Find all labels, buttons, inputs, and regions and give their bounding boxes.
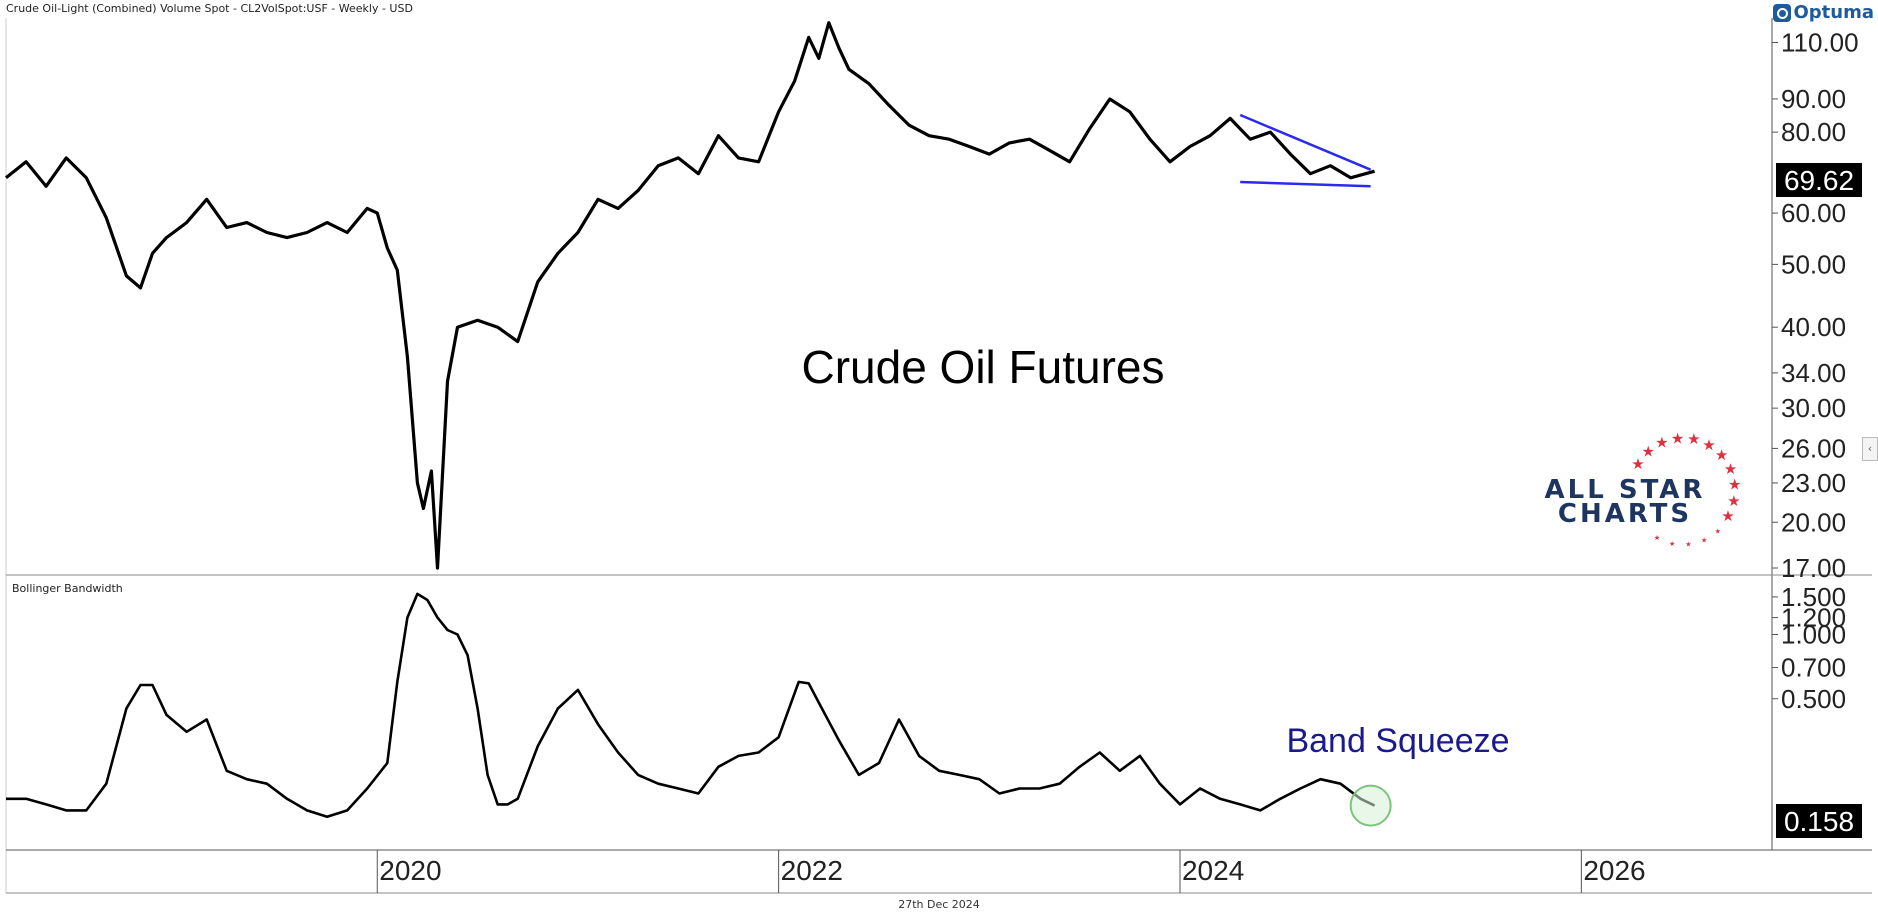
bandwidth-last-value-text: 0.158 [1784,806,1854,837]
price-last-value-badge: 69.62 [1776,163,1862,197]
watermark-star: ★ [1685,541,1691,549]
triangle-trendlines [1239,113,1372,188]
bandwidth-y-tick-label: 1.200 [1781,603,1846,633]
watermark-star: ★ [1701,537,1707,545]
bandwidth-last-value-bg [1776,804,1862,838]
watermark-star: ★ [1669,540,1675,548]
footer-date: 27th Dec 2024 [898,898,980,911]
price-y-tick-label: 50.00 [1781,249,1846,279]
price-last-value-text: 69.62 [1784,165,1854,196]
watermark-star: ★ [1721,508,1734,525]
price-y-tick-label: 26.00 [1781,433,1846,463]
price-y-tick-label: 23.00 [1781,468,1846,498]
price-y-tick-label: 60.00 [1781,198,1846,228]
price-y-tick-label: 90.00 [1781,84,1846,114]
bandwidth-y-tick-label: 0.500 [1781,684,1846,714]
x-tick-label: 2020 [379,855,441,886]
collapse-panel-icon[interactable]: ‹ [1862,437,1878,461]
price-y-tick-label: 80.00 [1781,117,1846,147]
watermark-star: ★ [1655,434,1668,451]
watermark-star: ★ [1671,430,1684,447]
watermark-star: ★ [1724,461,1737,478]
all-star-charts-logo: ALL STAR CHARTS ★★★ ★ ★ ★★★★★★★★★★★ [1545,430,1742,548]
bandwidth-panel-title: Bollinger Bandwidth [12,582,123,595]
price-y-tick-label: 34.00 [1781,358,1846,388]
price-y-tick-label: 110.00 [1781,27,1859,57]
watermark-stars-icon: ★★★ ★ ★ ★★★★★★★★★★★ [1631,430,1741,548]
band-squeeze-annotation: Band Squeeze [1286,722,1509,760]
bandwidth-y-tick-label: 1.500 [1781,582,1846,612]
watermark-star: ★ [1715,447,1728,464]
x-tick-label: 2024 [1182,855,1244,886]
bandwidth-line [6,592,1376,819]
watermark-star: ★ [1728,477,1741,494]
price-y-tick-label: 17.00 [1781,553,1846,583]
watermark-star: ★ [1727,493,1740,510]
price-line [5,21,1376,570]
watermark-star: ★ [1641,443,1654,460]
price-last-value-bg [1776,163,1862,197]
watermark-star: ★ [1715,528,1721,536]
watermark-line-1: ALL STAR [1545,475,1706,505]
price-chart-title: Crude Oil Futures [801,341,1164,393]
lower-trendline [1240,180,1371,188]
x-axis: 2020 2022 2024 2026 [376,850,1646,893]
watermark-star: ★ [1702,437,1715,454]
bandwidth-y-tick-label: 1.000 [1781,620,1846,650]
watermark-star: ★ [1631,456,1644,473]
bandwidth-series [6,592,1376,819]
optuma-logo-text: Optuma [1793,2,1874,23]
optuma-logo-icon [1773,3,1792,22]
x-tick-label: 2022 [781,855,843,886]
price-y-axis: 17.00 20.00 23.00 26.00 30.00 34.00 40.00 50.00… [1772,27,1859,583]
x-tick-label: 2026 [1583,855,1645,886]
watermark-star: ★ [1654,534,1660,542]
bandwidth-y-tick-label: 0.700 [1781,653,1846,683]
squeeze-highlight-circle [1349,784,1392,827]
price-y-tick-label: 20.00 [1781,507,1846,537]
price-y-tick-label: 40.00 [1781,312,1846,342]
watermark-star: ★ [1687,431,1700,448]
bandwidth-last-value-badge: 0.158 [1776,804,1862,838]
watermark-line-2: CHARTS [1558,499,1692,529]
optuma-logo: Optuma [1773,2,1874,23]
price-y-tick-label: 30.00 [1781,393,1846,423]
chart-header-title: Crude Oil-Light (Combined) Volume Spot -… [6,2,413,15]
price-series [5,21,1376,570]
upper-trendline [1239,113,1372,171]
